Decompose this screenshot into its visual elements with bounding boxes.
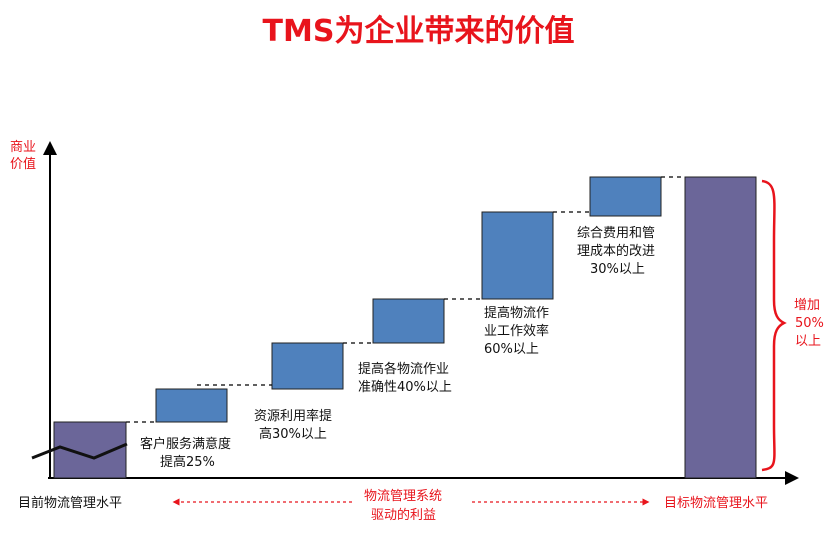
step-3-label-line-1: 提高各物流作业 [358,361,449,377]
page-title: TMS为企业带来的价值 [262,14,575,49]
step-3-label-line-2: 准确性40%以上 [358,380,452,395]
target-level-bar [684,176,757,479]
increase-brace [761,179,787,472]
step-box-1 [155,388,228,423]
step-4-label-line-2: 业工作效率 [484,323,549,339]
step-5-label-line-3: 30%以上 [590,262,645,277]
y-axis-label-line-2: 价值 [10,156,36,172]
step-4-label-line-1: 提高物流作 [484,305,549,321]
target-level-label: 目标物流管理水平 [664,496,768,511]
step-1-label-line-2: 提高25% [160,454,215,470]
step-2-label-line-2: 高30%以上 [259,426,327,442]
benefit-label-line-1: 物流管理系统 [364,489,442,504]
increase-label-line-1: 增加 [794,298,820,313]
increase-label-line-2: 50% [795,316,824,331]
step-5-label-line-2: 理成本的改进 [577,243,655,259]
current-level-label: 目前物流管理水平 [18,495,122,511]
step-4-label-line-3: 60%以上 [484,342,539,357]
axis-break-mark [31,442,128,460]
step-1-label-line-1: 客户服务满意度 [140,436,231,452]
increase-label-line-3: 以上 [795,334,821,349]
step-box-5 [589,176,662,217]
step-box-2 [271,342,344,390]
step-box-3 [372,298,445,344]
step-5-label-line-1: 综合费用和管 [577,226,655,241]
step-box-4 [481,211,554,300]
step-2-label-line-1: 资源利用率提 [254,408,332,424]
y-axis-label-line-1: 商业 [10,140,36,155]
benefit-label-line-2: 驱动的利益 [371,507,436,523]
